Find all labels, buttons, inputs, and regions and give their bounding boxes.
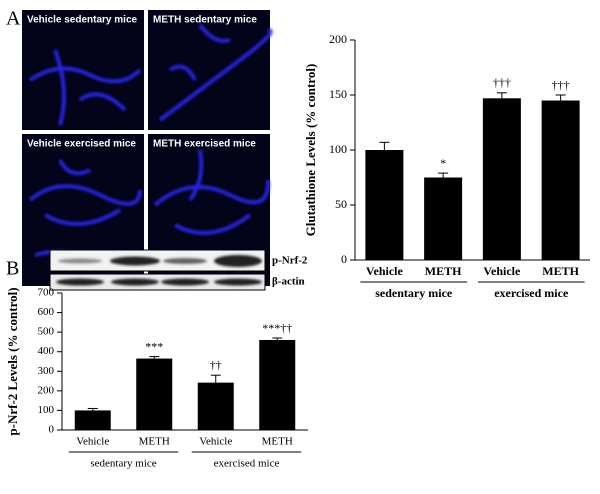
y-tick-label: 400	[38, 345, 55, 357]
micrograph-label: METH sedentary mice	[153, 15, 257, 26]
blot-label: β-actin	[272, 276, 305, 288]
bar	[424, 177, 463, 260]
y-tick-label: 700	[38, 287, 55, 299]
significance-label: †††	[552, 78, 570, 92]
y-axis-title: p-Nrf-2 Levels (% control)	[5, 287, 20, 435]
x-tick-label: METH	[262, 436, 293, 448]
bar	[74, 410, 111, 430]
bar	[541, 100, 580, 260]
y-tick-label: 100	[329, 142, 347, 156]
panel-label: A	[6, 8, 21, 30]
y-tick-label: 200	[38, 384, 55, 396]
y-tick-label: 0	[49, 424, 55, 436]
bar	[136, 358, 173, 430]
micrograph-label: Vehicle sedentary mice	[27, 15, 138, 26]
y-tick-label: 500	[38, 326, 55, 338]
micrograph-label: METH exercised mice	[153, 139, 256, 150]
y-tick-label: 100	[38, 404, 55, 416]
significance-label: †††	[493, 76, 511, 90]
x-tick-label: Vehicle	[199, 436, 232, 448]
x-tick-label: Vehicle	[76, 436, 109, 448]
x-tick-label: METH	[139, 436, 170, 448]
western-blot: p-Nrf-2 β-actin	[49, 249, 308, 291]
panel-label: B	[6, 258, 19, 280]
y-tick-label: 600	[38, 306, 55, 318]
group-label: sedentary mice	[375, 286, 453, 300]
y-tick-label: 150	[329, 87, 347, 101]
y-axis-title: Glutathione Levels (% control)	[303, 64, 318, 237]
y-tick-label: 200	[329, 32, 347, 46]
y-tick-label: 300	[38, 365, 55, 377]
micrograph	[148, 10, 270, 130]
x-tick-label: Vehicle	[483, 264, 521, 278]
blot-label: p-Nrf-2	[272, 255, 308, 267]
group-label: exercised mice	[214, 458, 280, 470]
x-tick-label: METH	[542, 264, 579, 278]
significance-label: *	[440, 156, 446, 170]
bar	[259, 339, 296, 430]
significance-label: ††	[210, 358, 222, 372]
micrograph-label: Vehicle exercised mice	[27, 139, 136, 150]
x-tick-label: Vehicle	[366, 264, 404, 278]
bar	[482, 98, 521, 260]
group-label: sedentary mice	[90, 458, 156, 470]
micrographs: Vehicle sedentary mice METH sedentary mi…	[22, 10, 273, 286]
group-label: exercised mice	[494, 286, 569, 300]
significance-label: ***††	[262, 321, 292, 335]
blot-bands	[56, 255, 262, 286]
significance-label: ***	[145, 339, 163, 353]
bar	[365, 150, 404, 260]
x-tick-label: METH	[425, 264, 462, 278]
y-tick-label: 50	[335, 197, 347, 211]
bar	[197, 382, 234, 430]
y-tick-label: 0	[341, 252, 347, 266]
